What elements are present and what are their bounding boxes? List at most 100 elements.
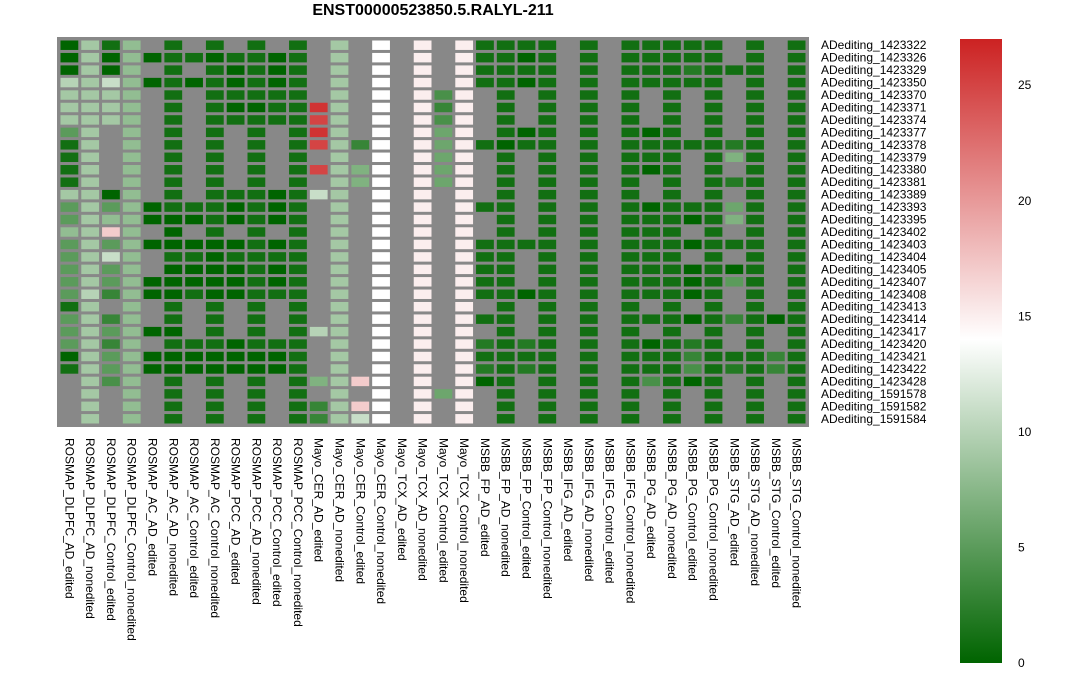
heatmap-cell	[434, 277, 453, 287]
heatmap-cell	[289, 364, 307, 374]
heatmap-cell	[60, 376, 79, 387]
heatmap-cell	[683, 239, 702, 250]
heatmap-cell	[268, 289, 287, 299]
heatmap-cell	[268, 414, 287, 424]
heatmap-cell	[538, 301, 557, 312]
heatmap-cell	[746, 289, 764, 299]
heatmap-cell	[372, 40, 390, 50]
heatmap-cell	[330, 264, 349, 275]
heatmap-cell	[746, 140, 764, 150]
heatmap-cell	[538, 202, 557, 212]
heatmap-cell	[330, 189, 349, 200]
heatmap-cell	[143, 152, 162, 163]
heatmap-cell	[226, 52, 245, 63]
heatmap-cell	[434, 115, 453, 125]
heatmap-cell	[746, 90, 764, 100]
heatmap-cell	[413, 264, 432, 275]
column-label: ROSMAP_PCC_AD_nonedited	[249, 438, 263, 605]
heatmap-cell	[455, 239, 474, 250]
heatmap-cell	[476, 165, 494, 175]
heatmap-cell	[164, 364, 183, 374]
heatmap-cell	[455, 65, 474, 75]
heatmap-cell	[60, 239, 79, 250]
heatmap-cell	[683, 90, 702, 100]
heatmap-cell	[60, 351, 79, 362]
heatmap-cell	[434, 376, 453, 387]
heatmap-cell	[725, 65, 744, 75]
heatmap-cell	[663, 65, 681, 75]
heatmap-cell	[205, 77, 224, 88]
heatmap-cell	[268, 165, 287, 175]
heatmap-cell	[476, 264, 494, 275]
heatmap-cell	[517, 376, 536, 387]
heatmap-cell	[60, 314, 79, 324]
heatmap-cell	[663, 214, 681, 225]
heatmap-cell	[621, 414, 640, 424]
column-label: Mayo_TCX_Control_edited	[436, 438, 450, 583]
heatmap-cell	[559, 77, 577, 88]
heatmap-cell	[476, 401, 494, 412]
heatmap-cell	[122, 239, 141, 250]
row-label: ADediting_1423408	[821, 287, 927, 301]
heatmap-cell	[766, 376, 785, 387]
chart-title: ENST00000523850.5.RALYL-211	[312, 2, 553, 19]
heatmap-cell	[268, 189, 287, 200]
heatmap-cell	[766, 364, 785, 374]
heatmap-cell	[663, 202, 681, 212]
heatmap-cell	[289, 252, 307, 262]
heatmap-cell	[766, 165, 785, 175]
heatmap-cell	[476, 376, 494, 387]
heatmap-cell	[642, 189, 661, 200]
heatmap-cell	[205, 189, 224, 200]
heatmap-cell	[434, 65, 453, 75]
heatmap-cell	[102, 140, 120, 150]
heatmap-cell	[268, 127, 287, 138]
heatmap-cell	[496, 277, 515, 287]
heatmap-cell	[642, 102, 661, 113]
heatmap-cell	[247, 277, 266, 287]
heatmap-cell	[704, 77, 723, 88]
heatmap-cell	[683, 339, 702, 349]
heatmap-cell	[538, 77, 557, 88]
heatmap-cell	[746, 227, 764, 237]
row-label: ADediting_1423322	[821, 38, 927, 52]
heatmap-cell	[766, 189, 785, 200]
legend-color-bar	[960, 39, 1002, 663]
heatmap-cell	[683, 314, 702, 324]
heatmap-cell	[289, 202, 307, 212]
heatmap-cell	[600, 189, 619, 200]
heatmap-cell	[185, 152, 203, 163]
heatmap-cell	[247, 264, 266, 275]
row-label: ADediting_1423421	[821, 350, 927, 364]
heatmap-cell	[496, 152, 515, 163]
heatmap-cell	[746, 189, 764, 200]
heatmap-cell	[351, 115, 370, 125]
heatmap-cell	[725, 414, 744, 424]
heatmap-cell	[455, 264, 474, 275]
heatmap-cell	[413, 65, 432, 75]
heatmap-cell	[517, 202, 536, 212]
heatmap-cell	[746, 102, 764, 113]
heatmap-cell	[247, 40, 266, 50]
heatmap-cell	[330, 102, 349, 113]
heatmap-cell	[621, 165, 640, 175]
heatmap-cell	[600, 227, 619, 237]
heatmap-cell	[476, 152, 494, 163]
heatmap-cell	[413, 102, 432, 113]
heatmap-cell	[538, 252, 557, 262]
heatmap-cell	[226, 65, 245, 75]
heatmap-cell	[434, 314, 453, 324]
heatmap-cell	[621, 314, 640, 324]
heatmap-cell	[247, 102, 266, 113]
heatmap-cell	[455, 277, 474, 287]
heatmap-cell	[663, 364, 681, 374]
heatmap-cell	[538, 65, 557, 75]
heatmap-cell	[81, 401, 100, 412]
heatmap-cell	[455, 389, 474, 399]
heatmap-cell	[559, 414, 577, 424]
heatmap-cell	[226, 165, 245, 175]
heatmap-cell	[351, 351, 370, 362]
heatmap-cell	[81, 52, 100, 63]
heatmap-cell	[496, 165, 515, 175]
heatmap-cell	[496, 102, 515, 113]
